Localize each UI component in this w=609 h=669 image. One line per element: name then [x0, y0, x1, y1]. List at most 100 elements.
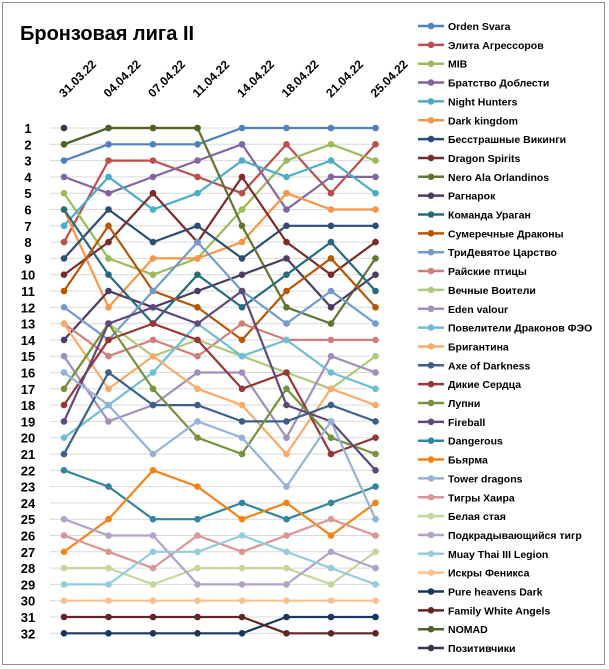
- legend-label: Night Hunters: [448, 96, 518, 108]
- series-point: [149, 581, 157, 588]
- series-point: [194, 304, 201, 311]
- series-point: [105, 238, 112, 246]
- series-point: [372, 287, 379, 295]
- legend-swatch-marker: [427, 588, 435, 595]
- legend-item: Бьярма: [418, 455, 488, 467]
- series-point: [372, 483, 379, 490]
- series-point: [283, 613, 290, 621]
- series-point: [60, 271, 68, 279]
- y-tick-label: 4: [24, 170, 32, 185]
- series-line: [63, 322, 376, 439]
- series-point: [60, 320, 68, 327]
- series-point: [327, 189, 335, 197]
- series-point: [372, 450, 379, 458]
- series-point: [60, 238, 68, 246]
- series-point: [105, 320, 112, 327]
- series-point: [283, 401, 290, 409]
- chart-title: Бронзовая лига II: [20, 23, 194, 45]
- series-point: [238, 532, 246, 539]
- legend-item: Night Hunters: [418, 96, 518, 108]
- series-point: [372, 548, 379, 556]
- series-point: [149, 597, 157, 604]
- legend-label: Orden Svara: [448, 21, 511, 33]
- series-point: [283, 369, 290, 376]
- legend-label: Братство Доблести: [448, 78, 549, 90]
- y-tick-label: 6: [24, 203, 31, 218]
- y-tick-label: 5: [24, 186, 31, 201]
- series-point: [238, 255, 246, 262]
- legend-swatch-marker: [427, 569, 435, 576]
- series-point: [238, 320, 246, 327]
- series-line: [63, 322, 376, 456]
- legend-swatch-marker: [427, 79, 435, 86]
- series-line: [63, 322, 377, 390]
- series-point: [238, 124, 246, 132]
- series-point: [238, 287, 246, 295]
- series-point: [60, 141, 68, 148]
- series-point: [238, 401, 246, 409]
- series-point: [327, 222, 335, 230]
- series-line: [62, 192, 376, 309]
- y-tick-label: 3: [24, 154, 31, 169]
- legend-swatch-marker: [427, 607, 435, 614]
- series-line: [63, 208, 377, 325]
- series-point: [105, 271, 112, 279]
- series-point: [372, 304, 379, 311]
- series-point: [238, 597, 246, 604]
- series-line: [64, 615, 376, 635]
- series-point: [327, 320, 335, 327]
- y-tick-label: 19: [21, 414, 35, 429]
- series-line: [63, 371, 377, 520]
- legend-label: Райские птицы: [448, 266, 527, 278]
- series-point: [149, 157, 157, 164]
- legend-item: Tower dragons: [418, 473, 523, 485]
- series-point: [327, 581, 335, 588]
- series-point: [149, 206, 157, 213]
- legend-item: Братство Доблести: [418, 78, 549, 90]
- series-point: [105, 548, 112, 556]
- series-point: [283, 450, 290, 458]
- legend-item: Dangerous: [418, 436, 503, 448]
- x-tick-label: 04.04.22: [101, 57, 144, 100]
- y-tick-label: 31: [21, 610, 35, 625]
- grid: [50, 127, 380, 634]
- series-point: [283, 418, 290, 425]
- series-point: [194, 515, 201, 523]
- series-point: [372, 271, 379, 279]
- series-point: [194, 369, 201, 376]
- legend-swatch-marker: [427, 98, 435, 105]
- series-point: [149, 304, 157, 311]
- legend-swatch-marker: [427, 343, 435, 350]
- series-point: [105, 564, 112, 572]
- legend-item: Бригантина: [418, 341, 509, 353]
- legend-label: MIB: [448, 59, 468, 71]
- series-point: [238, 613, 246, 621]
- legend-swatch-marker: [427, 173, 435, 181]
- legend-swatch-marker: [427, 116, 435, 124]
- series-point: [60, 173, 68, 181]
- legend-label: Вечные Воители: [448, 285, 536, 297]
- legend-label: Muay Thai III Legion: [448, 549, 548, 561]
- series-line: [63, 175, 377, 276]
- legend-item: Команда Ураган: [418, 210, 531, 222]
- series-point: [327, 157, 335, 164]
- series-point: [283, 336, 290, 344]
- legend-item: Eden valour: [418, 304, 508, 316]
- series-line: [63, 355, 376, 439]
- series-point: [60, 532, 68, 539]
- y-tick-label: 18: [21, 398, 35, 413]
- series-point: [149, 385, 157, 393]
- legend-label: Eden valour: [448, 304, 508, 316]
- series-point: [105, 304, 112, 311]
- legend-item: Дикие Сердца: [418, 379, 521, 391]
- series-line: [63, 469, 377, 553]
- series-point: [238, 157, 246, 164]
- legend-swatch-marker: [427, 324, 435, 331]
- series-point: [194, 141, 201, 148]
- series-line: [63, 518, 376, 586]
- series-point: [238, 450, 246, 458]
- legend-item: Muay Thai III Legion: [418, 549, 548, 561]
- series-point: [238, 418, 246, 425]
- legend-item: Элита Агрессоров: [418, 40, 544, 52]
